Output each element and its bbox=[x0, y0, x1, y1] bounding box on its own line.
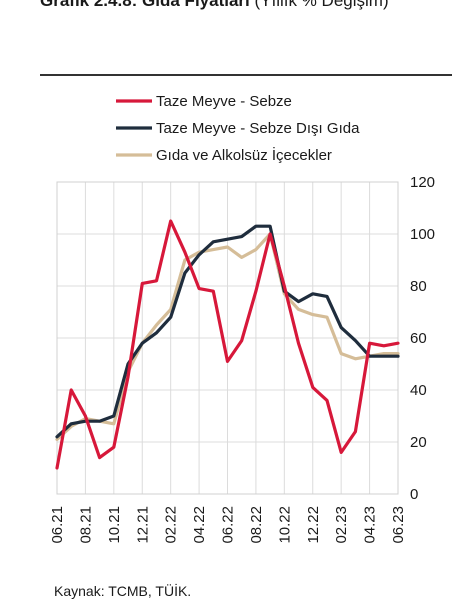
plot-frame bbox=[56, 181, 399, 495]
y-tick-label: 20 bbox=[410, 434, 427, 451]
x-tick-label: 12.22 bbox=[305, 506, 322, 544]
series-line bbox=[55, 219, 400, 470]
x-tick-label: 06.23 bbox=[390, 506, 407, 544]
x-tick-label: 10.22 bbox=[276, 506, 293, 544]
x-tick-label: 06.21 bbox=[49, 506, 66, 544]
x-tick-label: 12.21 bbox=[134, 506, 151, 544]
y-tick-label: 120 bbox=[410, 174, 435, 191]
y-tick-label: 80 bbox=[410, 278, 427, 295]
chart-title: Grafik 2.4.8: Gıda Fiyatları (Yıllık % D… bbox=[40, 0, 389, 11]
y-tick-label: 0 bbox=[410, 486, 418, 503]
chart-title-bold: Grafik 2.4.8: Gıda Fiyatları bbox=[40, 0, 250, 10]
series-line bbox=[55, 224, 400, 439]
source-note: Kaynak: TCMB, TÜİK. bbox=[54, 583, 192, 599]
y-tick-label: 100 bbox=[410, 226, 435, 243]
x-tick-label: 06.22 bbox=[220, 506, 237, 544]
x-tick-label: 08.22 bbox=[248, 506, 265, 544]
x-tick-label: 10.21 bbox=[106, 506, 123, 544]
y-tick-label: 40 bbox=[410, 382, 427, 399]
legend-label: Taze Meyve - Sebze bbox=[156, 93, 292, 110]
legend-label: Taze Meyve - Sebze Dışı Gıda bbox=[156, 120, 360, 137]
legend-label: Gıda ve Alkolsüz İçecekler bbox=[156, 146, 332, 164]
x-tick-label: 02.22 bbox=[163, 506, 180, 544]
chart-title-suffix: (Yıllık % Değişim) bbox=[249, 0, 389, 10]
title-divider bbox=[40, 74, 452, 76]
series-line bbox=[55, 232, 400, 441]
x-tick-label: 04.23 bbox=[362, 506, 379, 544]
x-tick-label: 02.23 bbox=[333, 506, 350, 544]
y-tick-label: 60 bbox=[410, 330, 427, 347]
x-tick-label: 04.22 bbox=[191, 506, 208, 544]
x-tick-label: 08.21 bbox=[77, 506, 94, 544]
